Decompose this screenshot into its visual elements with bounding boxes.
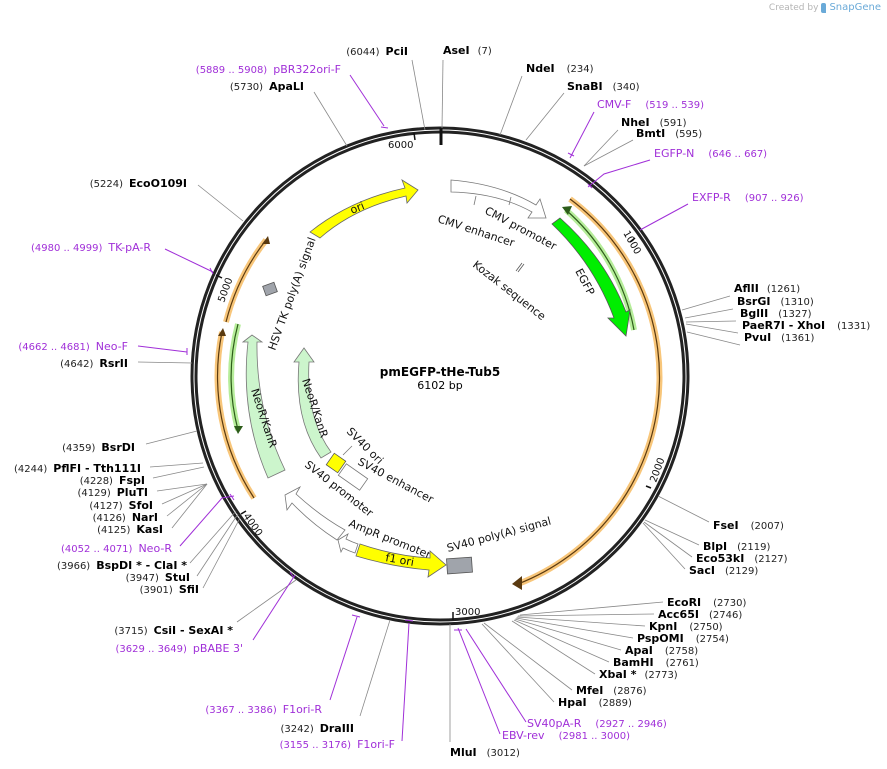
enzyme-label-bamhi[interactable]: BamHI (2761) — [613, 656, 699, 669]
enzyme-label-ecoo109i[interactable]: (5224) EcoO109I — [90, 177, 187, 190]
primer-label-ebv-rev[interactable]: EBV-rev (2981 .. 3000) — [502, 729, 630, 742]
enzyme-label-bsrdi[interactable]: (4359) BsrDI — [62, 441, 135, 454]
enzyme-label-pvui[interactable]: PvuI (1361) — [744, 331, 815, 344]
feature-sv40-enhancer-label: SV40 enhancer — [356, 455, 436, 506]
enzyme-label-hpai[interactable]: HpaI (2889) — [558, 696, 632, 709]
enzyme-label-acc65i[interactable]: Acc65I (2746) — [658, 608, 742, 621]
watermark-brand: SnapGene — [829, 2, 881, 13]
enzyme-label-pflfi-tth111i[interactable]: (4244) PflFI - Tth111I — [14, 462, 141, 475]
primer-label-exfp-r[interactable]: EXFP-R (907 .. 926) — [692, 191, 804, 204]
enzyme-label-stui[interactable]: (3947) StuI — [126, 571, 190, 584]
feature-neor-kanr-inner[interactable] — [293, 347, 332, 459]
feature-sv40-promoter[interactable] — [284, 485, 346, 541]
primer-label-egfp-n[interactable]: EGFP-N (646 .. 667) — [654, 147, 767, 160]
enzyme-label-xbai[interactable]: XbaI * (2773) — [599, 668, 678, 681]
enzyme-label-kpni[interactable]: KpnI (2750) — [649, 620, 723, 633]
enzyme-label-eco53ki[interactable]: Eco53kI (2127) — [696, 552, 788, 565]
enzyme-label-nari[interactable]: (4126) NarI — [93, 511, 158, 524]
feature-cmv-promoter[interactable] — [450, 179, 547, 219]
feature-f1-ori-label: f1 ori — [384, 551, 415, 569]
enzyme-label-saci[interactable]: SacI (2129) — [689, 564, 758, 577]
enzyme-label-bsrgi[interactable]: BsrGI (1310) — [737, 295, 814, 308]
enzyme-label-mlui[interactable]: MluI (3012) — [450, 746, 520, 759]
feature-sv40-polya[interactable] — [446, 556, 473, 575]
enzyme-label-ndei[interactable]: NdeI (234) — [526, 62, 594, 75]
feature-ampr-promoter[interactable] — [337, 533, 359, 554]
tick-label-4000: 4000 — [241, 511, 265, 538]
primer-labels: CMV-F (519 .. 539) EGFP-N (646 .. 667) EXF… — [18, 63, 803, 751]
orf-arrow-head — [512, 576, 522, 590]
enzyme-label-blpi[interactable]: BlpI (2119) — [703, 540, 770, 553]
enzyme-label-asei[interactable]: AseI (7) — [443, 44, 492, 57]
primer-label-f1ori-r[interactable]: (3367 .. 3386) F1ori-R — [205, 703, 322, 716]
primer-label-cmv-f[interactable]: CMV-F (519 .. 539) — [597, 98, 704, 111]
enzyme-label-csii-sexai[interactable]: (3715) CsiI - SexAI * — [114, 624, 233, 637]
feature-kozak-label: Kozak sequence — [470, 258, 548, 323]
feature-neor-kanr-outer[interactable] — [241, 334, 286, 479]
enzyme-label-sfii[interactable]: (3901) SfiI — [140, 583, 199, 596]
tick-label-6000: 6000 — [388, 140, 413, 151]
feature-egfp[interactable] — [551, 217, 631, 337]
feature-hsv-tk-polya[interactable] — [262, 281, 278, 297]
enzyme-label-kasi[interactable]: (4125) KasI — [97, 523, 163, 536]
enzyme-label-apai[interactable]: ApaI (2758) — [625, 644, 698, 657]
primer-label-neo-r[interactable]: (4052 .. 4071) Neo-R — [61, 542, 172, 555]
primer-label-f1ori-f[interactable]: (3155 .. 3176) F1ori-F — [280, 738, 395, 751]
enzyme-label-pcii[interactable]: (6044) PciI — [346, 45, 408, 58]
enzyme-label-ecori[interactable]: EcoRI (2730) — [667, 596, 747, 609]
enzyme-label-nhei[interactable]: NheI (591) — [621, 116, 687, 129]
enzyme-label-sfoi[interactable]: (4127) SfoI — [89, 499, 153, 512]
primer-label-neo-f[interactable]: (4662 .. 4681) Neo-F — [18, 340, 128, 353]
enzyme-label-fspi[interactable]: (4228) FspI — [80, 474, 145, 487]
enzyme-label-bspdi-clai[interactable]: (3966) BspDI * - ClaI * — [57, 559, 187, 572]
enzyme-label-aflii[interactable]: AflII (1261) — [734, 282, 800, 295]
enzyme-leaders — [137, 59, 741, 742]
enzyme-label-bglii[interactable]: BglII (1327) — [740, 307, 812, 320]
tick-label-3000: 3000 — [455, 607, 480, 618]
primer-label-pbabe-3[interactable]: (3629 .. 3649) pBABE 3' — [116, 642, 244, 655]
snapgene-watermark: Created by SnapGene — [769, 2, 881, 13]
enzyme-label-paer7i-xhoi[interactable]: PaeR7I - XhoI (1331) — [742, 319, 870, 332]
feature-cmv-promoter-label: CMV promoter — [483, 204, 559, 253]
enzyme-label-fsei[interactable]: FseI (2007) — [713, 519, 784, 532]
enzyme-label-snabi[interactable]: SnaBI (340) — [567, 80, 640, 93]
enzyme-label-mfei[interactable]: MfeI (2876) — [576, 684, 647, 697]
feature-sv40-polya-label: SV40 poly(A) signal — [445, 515, 552, 555]
watermark-prefix: Created by — [768, 2, 819, 13]
plasmid-name: pmEGFP-tHe-Tub5 — [380, 365, 500, 379]
feature-hsv-tk-polya-label: HSV TK poly(A) signal — [266, 236, 319, 352]
enzyme-label-pspomi[interactable]: PspOMI (2754) — [637, 632, 729, 645]
primer-leaders — [137, 74, 689, 742]
feature-ori[interactable] — [309, 179, 419, 239]
feature-sv40-ori[interactable] — [325, 452, 347, 474]
feature-f1-ori[interactable] — [355, 543, 447, 578]
enzyme-label-pluti[interactable]: (4129) PluTI — [77, 486, 148, 499]
feature-ori-label: ori — [348, 199, 366, 216]
enzyme-label-bmti[interactable]: BmtI (595) — [636, 127, 702, 140]
enzyme-label-apali[interactable]: (5730) ApaLI — [230, 80, 304, 93]
enzyme-labels: AseI (7) NdeI (234) SnaBI (340) NheI (591) B… — [14, 44, 870, 759]
primer-label-sv40pa-r[interactable]: SV40pA-R (2927 .. 2946) — [527, 717, 667, 730]
plasmid-length: 6102 bp — [417, 379, 462, 392]
enzyme-label-rsrii[interactable]: (4642) RsrII — [60, 357, 128, 370]
orf-arcs — [214, 196, 663, 590]
enzyme-label-draiii[interactable]: (3242) DraIII — [280, 722, 354, 735]
snapgene-logo-icon — [821, 2, 827, 13]
primer-label-pbr322ori-f[interactable]: (5889 .. 5908) pBR322ori-F — [196, 63, 341, 76]
primer-label-tk-pa-r[interactable]: (4980 .. 4999) TK-pA-R — [31, 241, 151, 254]
feature-sv40-enhancer[interactable] — [337, 463, 369, 491]
